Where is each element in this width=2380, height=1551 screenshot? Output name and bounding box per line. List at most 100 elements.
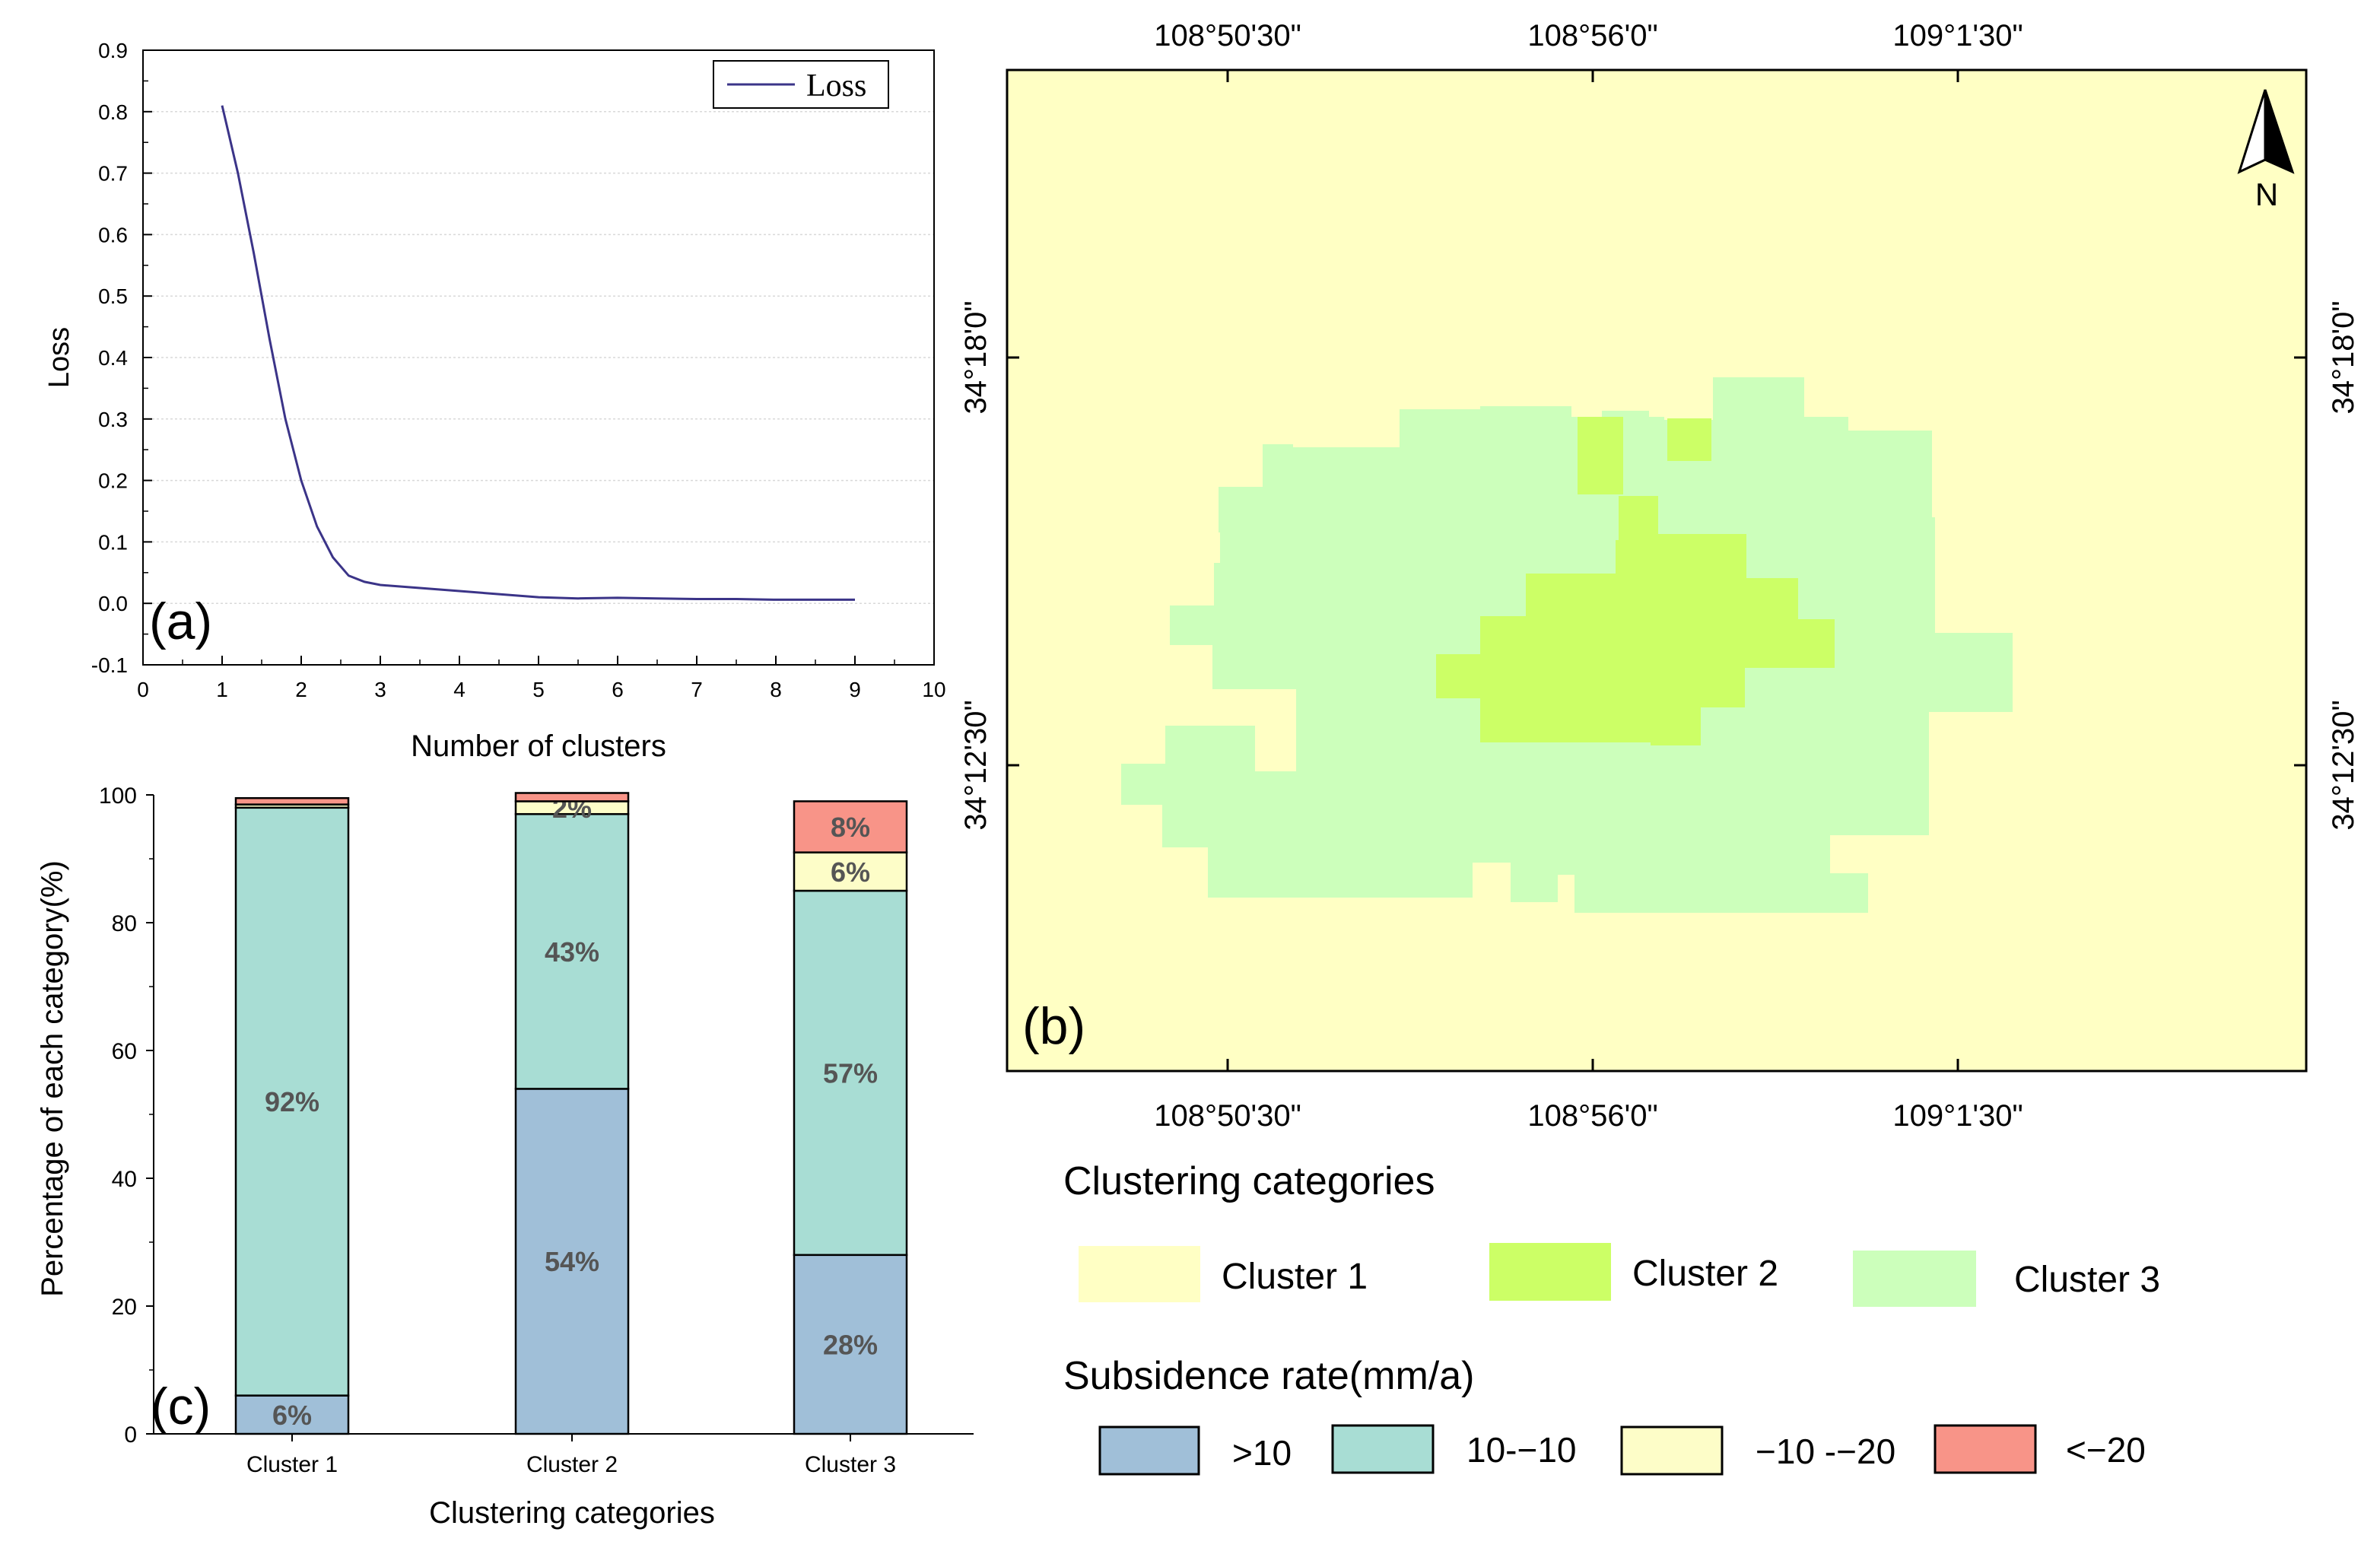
bar-y-tick-label: 100 [99, 783, 137, 809]
loss-chart-gridlines [143, 49, 934, 666]
loss-x-tick-label: 2 [295, 678, 307, 701]
left-lat-label: 34°18'0" [959, 300, 993, 414]
map-left-latitude-labels: 34°18'0" 34°12'30" [959, 300, 993, 830]
legend-item-rate-minus10-to-minus20: −10 -−20 [1620, 1425, 1895, 1476]
loss-x-tick-label: 6 [612, 678, 624, 701]
top-lon-label: 108°50'30" [1154, 19, 1301, 52]
legend-swatch-cluster-2 [1489, 1243, 1611, 1301]
legend-label-rate-minus10-to-minus20: −10 -−20 [1756, 1432, 1895, 1471]
legend-item-cluster-2: Cluster 2 [1489, 1243, 1778, 1301]
bar-data-label: 6% [272, 1400, 312, 1431]
bar-segment [793, 1254, 908, 1435]
legend-item-cluster-3: Cluster 3 [1853, 1251, 2160, 1307]
legend-item-rate-10-to-minus10: 10-−10 [1331, 1424, 1577, 1474]
loss-y-tick-label: -0.1 [91, 653, 128, 677]
loss-x-tick-label: 8 [770, 678, 782, 701]
bottom-lon-label: 109°1'30" [1892, 1099, 2023, 1133]
loss-y-tick-label: 0.9 [98, 39, 128, 62]
bar-data-label: 54% [545, 1246, 599, 1277]
map-right-latitude-labels: 34°18'0" 34°12'30" [2327, 300, 2360, 830]
bar-segment [514, 1088, 630, 1435]
map-region-cluster2-patch [1578, 417, 1623, 494]
loss-x-tick-label: 1 [216, 678, 228, 701]
loss-y-tick-label: 0.7 [98, 162, 128, 186]
bottom-lon-label: 108°50'30" [1154, 1099, 1301, 1133]
loss-chart-legend: Loss [713, 60, 889, 109]
loss-chart-x-axis: 0 1 2 3 4 5 6 7 8 9 10 [137, 656, 946, 701]
bar-y-tick-label: 20 [112, 1295, 137, 1320]
panel-a-label: (a) [149, 593, 212, 650]
loss-y-tick-label: 0.3 [98, 408, 128, 431]
map-graticule-ticks [1007, 70, 2306, 1071]
legend-swatch-rate-minus10-to-minus20 [1620, 1425, 1724, 1476]
bar-category-label: Cluster 2 [526, 1452, 618, 1477]
bar-category-label: Cluster 3 [805, 1452, 896, 1477]
bar-chart-ylabel: Percentage of each category(%) [36, 860, 69, 1297]
map-bottom-longitude-labels: 108°50'30" 108°56'0" 109°1'30" [1154, 1099, 2023, 1133]
bar-chart-xlabel: Clustering categories [429, 1496, 715, 1530]
clustering-legend-title: Clustering categories [1063, 1159, 1435, 1203]
map-region-cluster2-patch [1667, 418, 1711, 461]
bar-segment [514, 812, 630, 1090]
right-lat-label: 34°12'30" [2327, 700, 2360, 830]
bar-stack: 54%43%2% [514, 792, 630, 1435]
bar-y-tick-label: 60 [112, 1039, 137, 1064]
bar-data-label: 92% [265, 1086, 319, 1117]
loss-x-tick-label: 0 [137, 678, 149, 701]
subsidence-legend-title: Subsidence rate(mm/a) [1063, 1354, 1474, 1398]
panel-b-label: (b) [1022, 997, 1085, 1055]
bar-data-label: 57% [823, 1057, 878, 1089]
loss-x-tick-label: 4 [453, 678, 466, 701]
bar-y-tick-label: 80 [112, 911, 137, 936]
legend-label-rate-lt-minus20: <−20 [2066, 1430, 2146, 1470]
top-lon-label: 109°1'30" [1892, 19, 2023, 52]
loss-y-tick-label: 0.4 [98, 346, 128, 370]
loss-x-tick-label: 9 [849, 678, 861, 701]
right-lat-label: 34°18'0" [2327, 300, 2360, 414]
figure-legend: Clustering categories Cluster 1 Cluster … [1063, 1159, 2160, 1476]
legend-swatch-rate-gt10 [1098, 1425, 1200, 1476]
bar-data-label: 8% [831, 812, 870, 843]
bar-stack: 28% 57% 6% 8% [793, 800, 908, 1435]
loss-y-tick-label: 0.5 [98, 284, 128, 308]
bar-segment [514, 792, 630, 803]
loss-x-tick-label: 3 [374, 678, 386, 701]
loss-chart-xlabel: Number of clusters [411, 729, 666, 763]
bar-chart-x-axis: Cluster 1 Cluster 2 Cluster 3 [246, 1434, 896, 1477]
bar-segment [793, 851, 908, 892]
north-arrow-icon: N [2237, 89, 2295, 212]
loss-line-chart: -0.1 0.0 0.1 0.2 0.3 0.4 0.5 0.6 0.7 0.8 0.9 0 1 2 3 4… [43, 39, 946, 763]
bar-segment [234, 796, 350, 806]
loss-y-tick-label: 0.0 [98, 592, 128, 615]
legend-label-cluster-1: Cluster 1 [1222, 1257, 1368, 1297]
legend-item-rate-lt-minus20: <−20 [1934, 1424, 2146, 1474]
loss-legend-label: Loss [806, 68, 866, 103]
legend-item-cluster-1: Cluster 1 [1079, 1246, 1368, 1302]
bar-chart-y-axis: 0 20 40 60 80 100 [99, 783, 154, 1448]
map-top-longitude-labels: 108°50'30" 108°56'0" 109°1'30" [1154, 19, 2023, 52]
legend-label-rate-10-to-minus10: 10-−10 [1466, 1430, 1577, 1470]
bar-category-label: Cluster 1 [246, 1452, 338, 1477]
legend-item-rate-gt10: >10 [1098, 1425, 1292, 1476]
bar-data-label: 6% [831, 857, 870, 888]
bar-y-tick-label: 0 [124, 1422, 137, 1448]
cluster-map: 108°50'30" 108°56'0" 109°1'30" 108°50'30… [959, 19, 2360, 1133]
loss-x-tick-label: 10 [922, 678, 945, 701]
map-frame [1006, 68, 2308, 1073]
legend-swatch-cluster-1 [1079, 1246, 1200, 1302]
loss-y-tick-label: 0.2 [98, 469, 128, 493]
legend-label-rate-gt10: >10 [1232, 1433, 1292, 1473]
north-arrow-label: N [2255, 176, 2278, 212]
legend-label-cluster-2: Cluster 2 [1632, 1254, 1778, 1294]
map-region-cluster2-center [1436, 496, 1835, 745]
legend-swatch-rate-lt-minus20 [1934, 1424, 2037, 1474]
bottom-lon-label: 108°56'0" [1527, 1099, 1657, 1133]
legend-swatch-rate-10-to-minus10 [1331, 1424, 1435, 1474]
bar-stack: 6% 92% [234, 796, 350, 1435]
legend-label-cluster-3: Cluster 3 [2014, 1260, 2160, 1300]
loss-series-line [221, 105, 855, 601]
bar-chart-bars: 6%92%54%43%2%28%57%6%8% [234, 792, 908, 1435]
legend-swatch-cluster-3 [1853, 1251, 1976, 1307]
loss-y-tick-label: 0.6 [98, 223, 128, 246]
